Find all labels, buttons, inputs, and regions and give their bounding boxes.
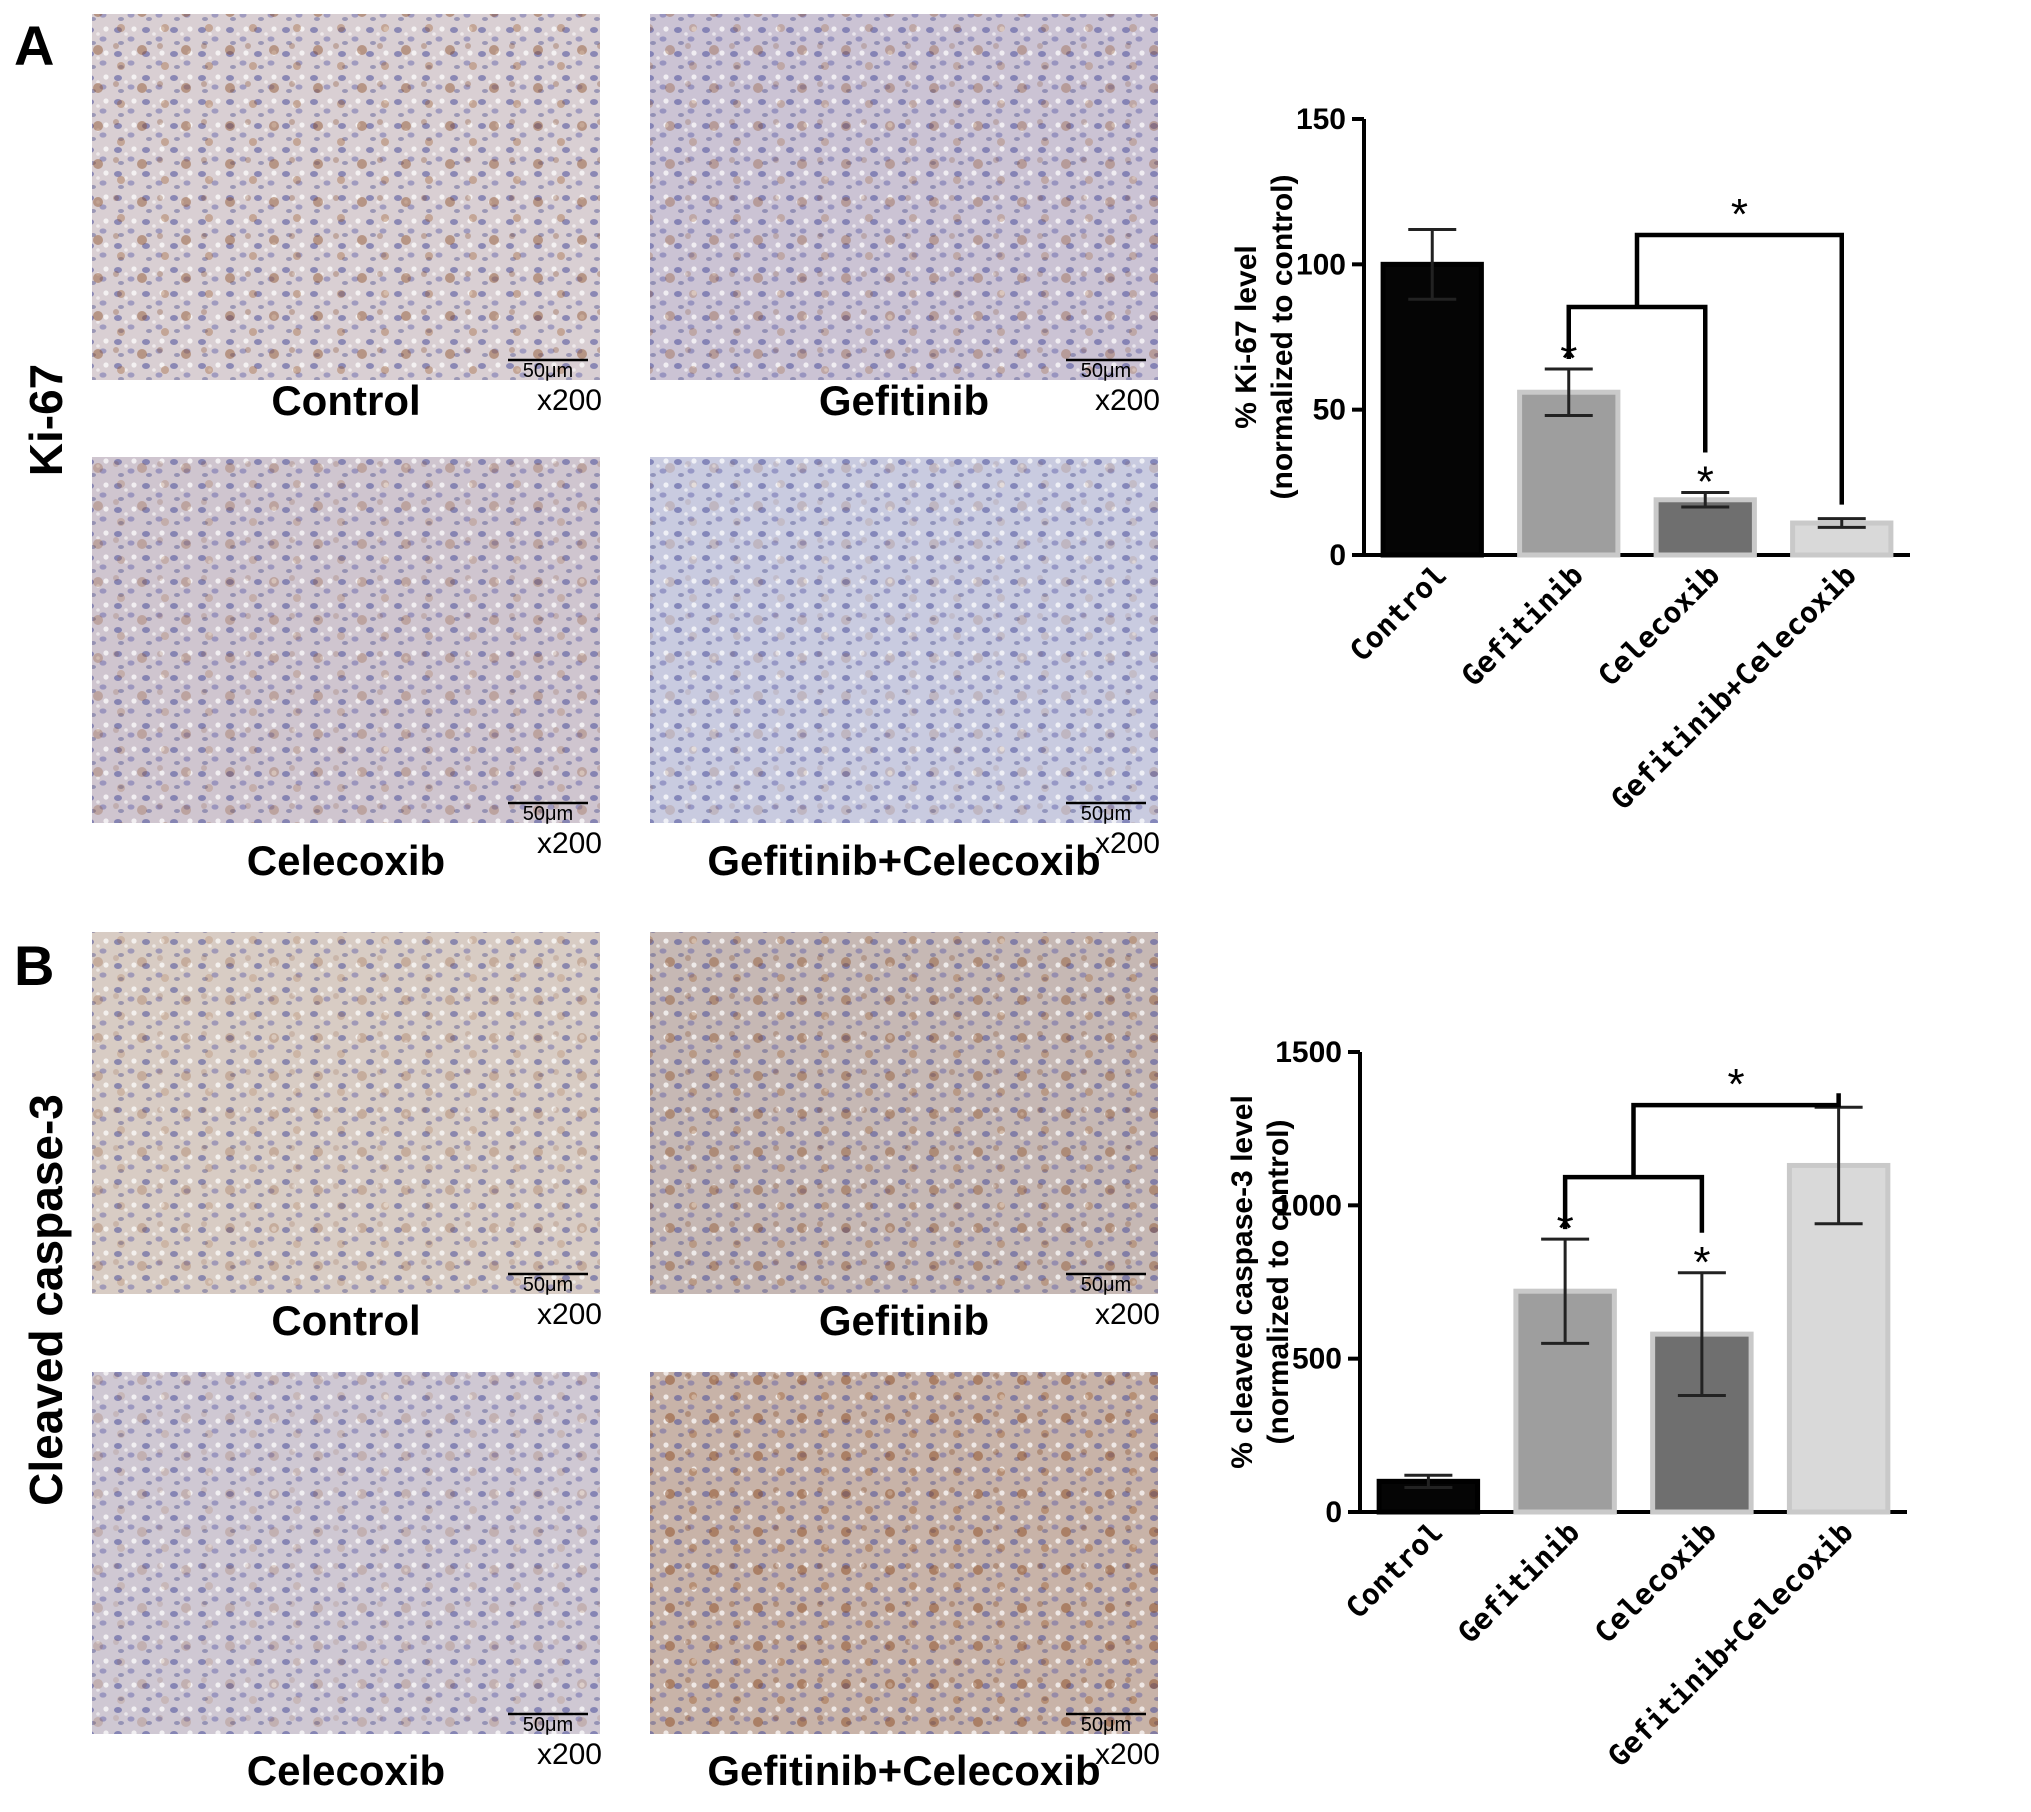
ki67-bar-chart: 0 50 100 150 % Ki-67 level (normalized to con… xyxy=(1230,103,1910,817)
caspase3-y-tick-label: 1500 xyxy=(1275,1036,1342,1069)
ki67-bracket-2-star: * xyxy=(1731,190,1748,239)
caspase3-y-axis-label: % cleaved caspase-3 level xyxy=(1226,1095,1259,1469)
ki67-x-tick-label: Control xyxy=(1343,558,1453,668)
panel-b-image-4-magnification: x200 xyxy=(1095,1738,1160,1771)
panel-letter-a: A xyxy=(14,14,54,77)
panel-a-image-2-scale-bar-label: 50μm xyxy=(1081,360,1131,382)
caspase3-error-bar xyxy=(1541,1237,1590,1345)
panel-b-image-4-stain-texture xyxy=(650,1372,1158,1734)
caspase3-y-tick-label: 1000 xyxy=(1275,1189,1342,1222)
caspase3-x-tick-label: Gefitinib xyxy=(1451,1515,1586,1650)
ki67-bar-control xyxy=(1380,261,1484,558)
panel-a-image-1-scale-bar-label: 50μm xyxy=(523,360,573,382)
ki67-error-bar xyxy=(1817,517,1866,529)
caspase3-x-tick-label: Celecoxib xyxy=(1588,1515,1723,1650)
ki67-error-bar xyxy=(1544,367,1593,417)
panel-b-image-4-scale-bar-label: 50μm xyxy=(1081,1714,1131,1736)
panel-a-image-1-caption: Control xyxy=(271,377,420,424)
panel-a-image-4-stain-texture xyxy=(650,457,1158,823)
ki67-y-axis-label-line2: (normalized to control) xyxy=(1266,175,1299,500)
panel-b-image-2-scale-bar-label: 50μm xyxy=(1081,1274,1131,1296)
panel-b-image-2-magnification: x200 xyxy=(1095,1298,1160,1331)
caspase3-bar-chart: 0 500 1000 1500 % cleaved caspase-3 level (no… xyxy=(1226,1036,1907,1774)
panel-letter-b: B xyxy=(14,934,54,997)
ki67-x-tick-label: Celecoxib xyxy=(1591,558,1726,693)
panel-a-image-2-stain-texture xyxy=(650,14,1158,380)
panel-b-image-1-scale-bar-label: 50μm xyxy=(523,1274,573,1296)
panel-a-image-1-stain-texture xyxy=(92,14,600,380)
micrograph-grid: 50μmx200Control50μmx200Gefitinib50μmx200… xyxy=(92,14,1160,1794)
panel-b-image-3-caption: Celecoxib xyxy=(247,1747,445,1794)
ki67-error-bar xyxy=(1681,491,1730,509)
panel-a-image-3-caption: Celecoxib xyxy=(247,837,445,884)
panel-b-image-1-magnification: x200 xyxy=(537,1298,602,1331)
row-label-cleaved-caspase-3: Cleaved caspase-3 xyxy=(20,1094,72,1506)
panel-a-image-3-magnification: x200 xyxy=(537,827,602,860)
panel-b-image-1-stain-texture xyxy=(92,932,600,1294)
caspase3-bracket-2-star: * xyxy=(1728,1060,1745,1109)
caspase3-error-bar xyxy=(1677,1271,1726,1397)
row-label-ki67: Ki-67 xyxy=(20,364,72,476)
caspase3-error-bar xyxy=(1404,1473,1453,1489)
panel-b-image-3-stain-texture xyxy=(92,1372,600,1734)
panel-a-image-1-magnification: x200 xyxy=(537,384,602,417)
ki67-y-tick-label: 0 xyxy=(1329,539,1346,572)
caspase3-x-tick-label: Control xyxy=(1339,1515,1449,1625)
panel-b-image-4-caption: Gefitinib+Celecoxib xyxy=(707,1747,1100,1794)
panel-b-image-3-scale-bar-label: 50μm xyxy=(523,1714,573,1736)
ki67-comparison-bracket-2: * xyxy=(1634,190,1844,505)
panel-b-image-2-caption: Gefitinib xyxy=(819,1297,989,1344)
caspase3-bar-control xyxy=(1376,1478,1481,1515)
panel-b-image-3-magnification: x200 xyxy=(537,1738,602,1771)
panel-a-image-3-stain-texture xyxy=(92,457,600,823)
caspase3-bracket-2-line xyxy=(1631,1093,1841,1178)
caspase3-comparison-bracket-2: * xyxy=(1631,1060,1841,1178)
ki67-error-bar xyxy=(1408,227,1457,301)
caspase3-x-tick-label: Gefitinib+Celecoxib xyxy=(1601,1515,1860,1774)
ki67-bracket-2-line xyxy=(1634,232,1844,505)
ki67-y-tick-label: 50 xyxy=(1313,394,1346,427)
caspase3-y-axis-label-line2: (normalized to control) xyxy=(1262,1120,1295,1445)
caspase3-y-tick-label: 0 xyxy=(1325,1496,1342,1529)
caspase3-y-tick-label: 500 xyxy=(1292,1343,1342,1376)
panel-b-image-2-stain-texture xyxy=(650,932,1158,1294)
panel-b-image-1-caption: Control xyxy=(271,1297,420,1344)
caspase3-bracket-1-line xyxy=(1562,1174,1705,1233)
ki67-y-tick-label: 150 xyxy=(1296,103,1346,136)
panel-a-image-3-scale-bar-label: 50μm xyxy=(523,803,573,825)
panel-a-image-4-scale-bar-label: 50μm xyxy=(1081,803,1131,825)
ki67-x-tick-label: Gefitinib+Celecoxib xyxy=(1604,558,1863,817)
ki67-x-tick-label: Gefitinib xyxy=(1455,558,1590,693)
ki67-y-axis-label: % Ki-67 level xyxy=(1230,245,1263,428)
panel-a-image-4-caption: Gefitinib+Celecoxib xyxy=(707,837,1100,884)
ki67-significance-star: * xyxy=(1697,458,1714,507)
panel-a-image-2-magnification: x200 xyxy=(1095,384,1160,417)
panel-a-image-2-caption: Gefitinib xyxy=(819,377,989,424)
ki67-y-tick-label: 100 xyxy=(1296,248,1346,281)
panel-a-image-4-magnification: x200 xyxy=(1095,827,1160,860)
caspase3-comparison-bracket-1 xyxy=(1562,1174,1705,1233)
caspase3-significance-star: * xyxy=(1693,1238,1710,1287)
